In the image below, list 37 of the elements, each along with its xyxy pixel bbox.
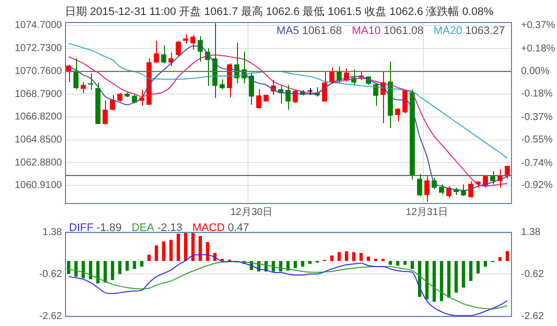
annotation: 1063.27 xyxy=(462,25,506,37)
annotation: -2.13 xyxy=(154,222,182,234)
annotation: 1061.68 xyxy=(299,25,342,37)
y2-tick-label: 1.38 xyxy=(521,226,541,238)
annotation: 1061.08 xyxy=(380,25,424,37)
x-tick-label: 12月30日 xyxy=(230,206,273,218)
annotation: -1.89 xyxy=(93,222,122,234)
y-tick-label: 1066.8200 xyxy=(14,112,62,123)
y2-tick-label: -0.74% xyxy=(521,158,553,169)
y-tick-label: 1072.7300 xyxy=(14,43,62,54)
y-tick-label: 1064.8500 xyxy=(14,134,62,146)
text: MA5 xyxy=(276,25,300,37)
y2-tick-label: +0.18% xyxy=(521,44,556,55)
y2-tick-label: -0.18% xyxy=(521,88,553,100)
y2-tick-label: -0.92% xyxy=(521,180,553,192)
text: MA20 xyxy=(433,25,462,37)
y2-tick-label: -0.62 xyxy=(521,268,544,280)
chart-title: 日期 2015-12-31 11:00 开盘 1061.7 最高 1062.6 最低 1061.5 收盘 1062.6 涨跌幅 0.08% xyxy=(65,5,494,18)
y-tick-label: 1062.8800 xyxy=(14,157,62,168)
y-tick-label: 1074.7000 xyxy=(14,20,62,32)
text: MA10 xyxy=(352,25,381,37)
y-tick-label: 1070.7600 xyxy=(14,66,62,77)
y-tick-label: 1068.7900 xyxy=(14,88,62,100)
y-tick-label: 1060.9100 xyxy=(14,180,62,192)
x-tick-label: 12月31日 xyxy=(406,206,448,218)
text: DIFF xyxy=(69,222,94,234)
annotation: 0.47 xyxy=(224,222,250,234)
series-label: MACD xyxy=(192,222,225,234)
y-tick-label: 1.38 xyxy=(42,226,62,238)
y2-tick-label: +0.37% xyxy=(521,20,556,31)
y2-tick-label: 0.00% xyxy=(521,66,550,77)
y-tick-label: -2.62 xyxy=(39,310,62,322)
y2-tick-label: -0.55% xyxy=(521,134,553,146)
y2-tick-label: -2.62 xyxy=(521,310,544,322)
text: DEA xyxy=(132,222,155,234)
y-tick-label: -0.62 xyxy=(39,268,62,280)
y2-tick-label: -0.37% xyxy=(521,112,553,123)
